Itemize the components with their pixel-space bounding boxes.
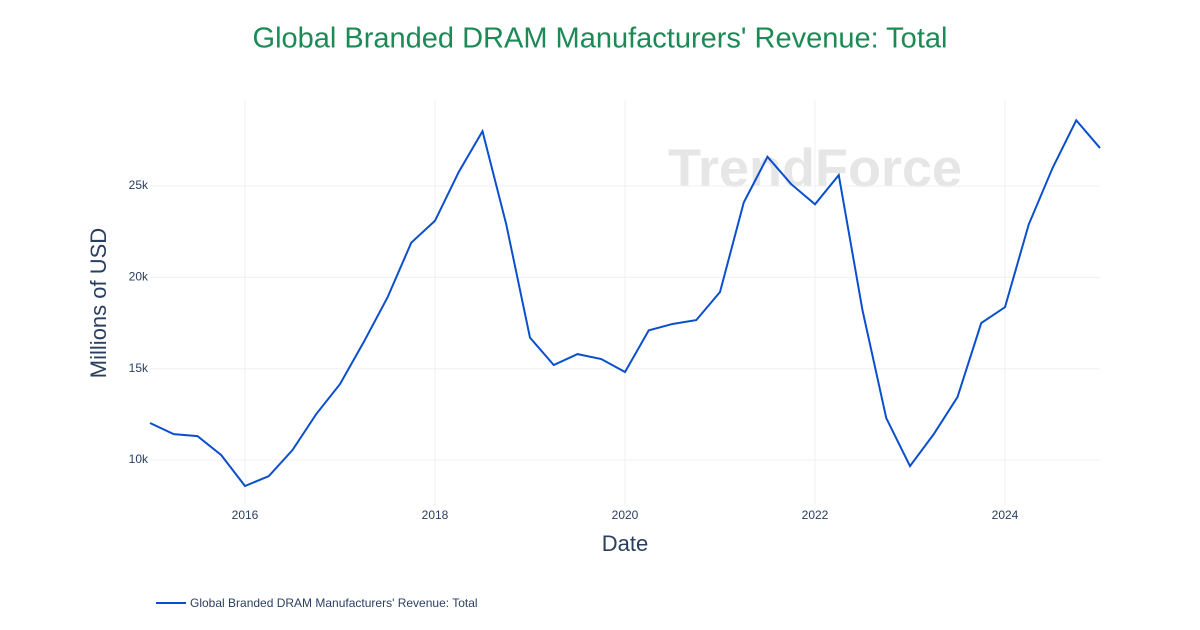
chart-title: Global Branded DRAM Manufacturers' Reven… (253, 23, 948, 55)
y-tick-label: 25k (129, 178, 149, 192)
x-tick-label: 2024 (992, 508, 1019, 522)
x-tick-label: 2018 (422, 508, 449, 522)
x-axis-title: Date (602, 531, 648, 556)
y-axis-title: Millions of USD (86, 228, 111, 378)
x-tick-label: 2016 (232, 508, 259, 522)
legend-label: Global Branded DRAM Manufacturers' Reven… (190, 596, 478, 610)
y-tick-label: 20k (129, 270, 149, 284)
x-tick-label: 2020 (612, 508, 639, 522)
line-series (149, 118, 1101, 488)
y-tick-label: 10k (129, 452, 149, 466)
y-tick-label: 15k (129, 361, 149, 375)
x-tick-label: 2022 (802, 508, 829, 522)
